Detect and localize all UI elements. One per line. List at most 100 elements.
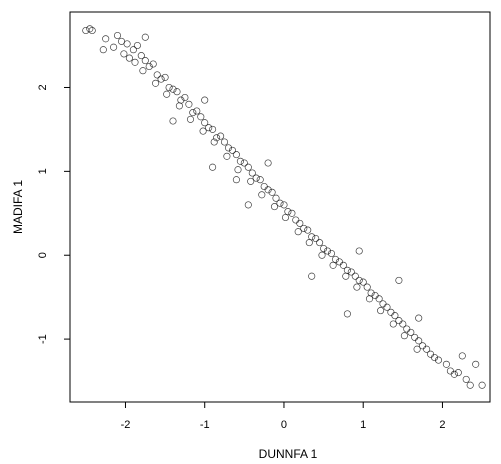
data-point (446, 367, 454, 375)
data-point (141, 57, 149, 65)
plot-frame (69, 11, 491, 403)
data-point (201, 119, 209, 127)
data-point (383, 303, 391, 311)
data-point (280, 201, 288, 209)
data-point (403, 325, 411, 333)
data-point (407, 328, 415, 336)
data-point (141, 33, 149, 41)
data-point (189, 109, 197, 117)
y-tick-label: 2 (37, 84, 49, 90)
data-point (472, 360, 480, 368)
data-point (264, 186, 272, 194)
data-point (462, 375, 470, 383)
data-point (305, 239, 313, 247)
data-point (478, 381, 486, 389)
data-point (331, 255, 340, 263)
data-point (149, 60, 157, 68)
data-point (323, 247, 332, 255)
data-point (145, 62, 153, 71)
data-point (232, 151, 240, 159)
data-point (258, 191, 266, 199)
data-point (387, 308, 395, 316)
data-point (120, 50, 128, 58)
data-point (113, 31, 122, 40)
data-point (415, 314, 423, 322)
data-point (379, 300, 387, 308)
data-point (228, 146, 237, 154)
data-point (193, 107, 201, 115)
data-point (296, 219, 304, 227)
data-point (236, 157, 244, 165)
data-point (248, 169, 256, 177)
data-point (86, 25, 94, 33)
data-point (400, 332, 408, 340)
data-point (430, 353, 439, 362)
data-point (312, 234, 320, 243)
data-point (153, 71, 161, 79)
data-point (329, 261, 337, 269)
data-point (427, 350, 435, 358)
data-point (288, 209, 296, 217)
data-point (268, 188, 276, 196)
x-axis: -2 -1 0 1 2 (121, 402, 446, 431)
data-point (169, 85, 177, 93)
data-point (131, 58, 139, 66)
data-point (347, 268, 355, 276)
x-tick-label: 0 (281, 419, 287, 431)
data-point (163, 90, 171, 98)
data-point (316, 239, 324, 247)
data-point (157, 75, 165, 83)
data-point (339, 261, 347, 269)
data-point (343, 310, 351, 318)
data-point (264, 159, 272, 167)
data-point (343, 266, 351, 274)
data-point (442, 360, 450, 368)
data-point (173, 88, 181, 96)
data-point (375, 295, 383, 303)
data-point (205, 124, 213, 132)
data-point (458, 352, 466, 360)
data-point (181, 93, 189, 102)
data-point (351, 272, 359, 280)
data-point (139, 67, 147, 75)
data-point (199, 127, 207, 135)
data-point (213, 134, 221, 142)
data-point (304, 226, 312, 234)
data-point (169, 117, 177, 125)
data-point (232, 176, 240, 184)
data-point (365, 295, 374, 303)
data-point (377, 307, 385, 315)
data-point (411, 333, 419, 341)
data-point (434, 356, 443, 364)
data-point (244, 163, 252, 171)
y-tick-label: 1 (37, 168, 49, 174)
y-axis: -1 0 1 2 (37, 84, 70, 344)
data-point (359, 278, 367, 286)
data-point (224, 144, 233, 152)
x-tick-label: -2 (121, 419, 131, 431)
data-point (209, 125, 217, 133)
data-point (294, 228, 302, 236)
data-point (327, 249, 336, 258)
data-point (395, 276, 403, 284)
x-tick-label: 1 (360, 419, 366, 431)
data-point (281, 213, 290, 222)
data-point (450, 370, 458, 378)
y-tick-label: -1 (37, 334, 49, 344)
data-point (175, 102, 183, 110)
data-point (244, 201, 252, 209)
x-tick-label: 2 (439, 419, 445, 431)
data-point (234, 166, 242, 174)
data-point (363, 283, 371, 291)
data-point (466, 381, 474, 389)
data-point (308, 272, 316, 280)
y-axis-label: MADIFA 1 (11, 180, 25, 234)
data-point (125, 54, 133, 62)
data-point (137, 52, 145, 60)
data-point (270, 203, 279, 211)
points-layer (82, 25, 486, 389)
data-point (355, 276, 363, 284)
data-point (399, 320, 407, 328)
data-point (247, 177, 255, 185)
x-axis-label: DUNNFA 1 (259, 447, 318, 461)
